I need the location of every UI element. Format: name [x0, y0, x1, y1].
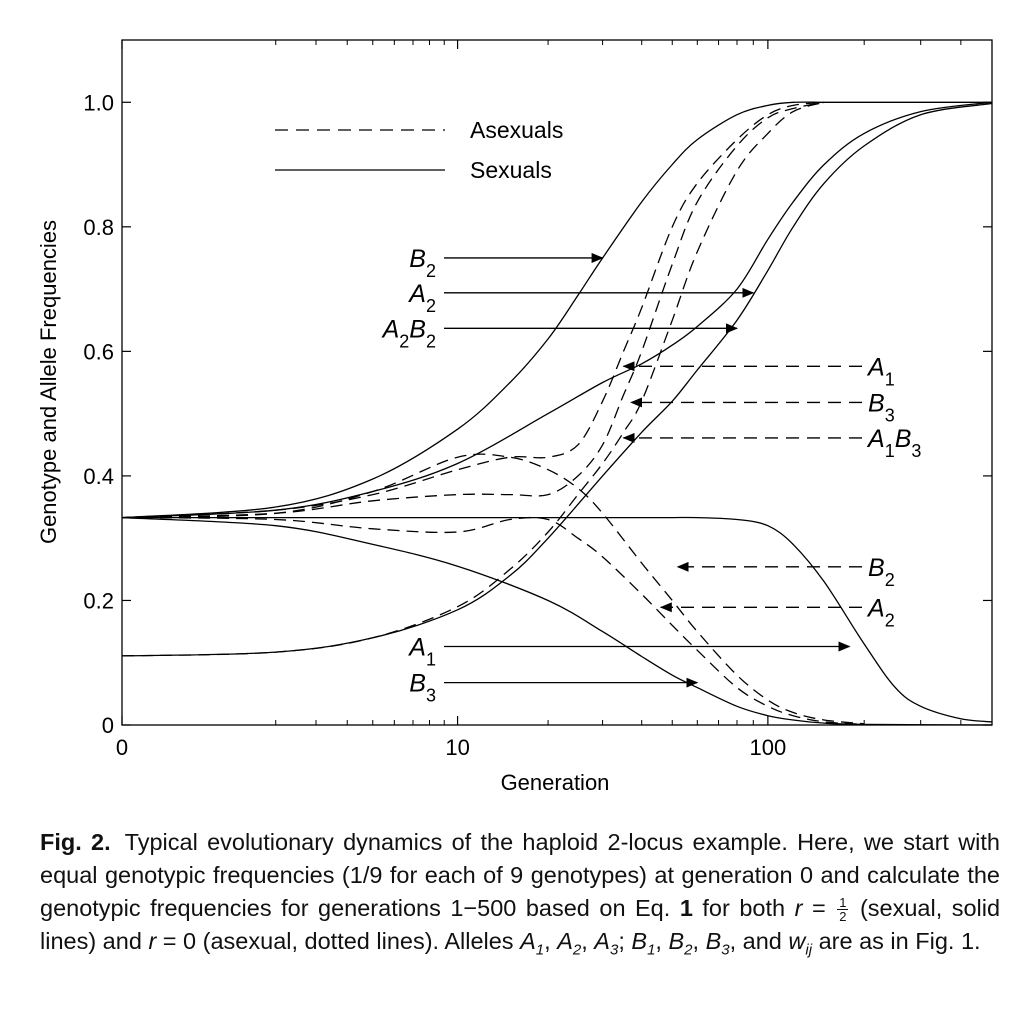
annotation-a1b3: A1B3	[622, 425, 921, 461]
series-a1-sexual	[121, 516, 993, 723]
annotation-b2: B2	[409, 245, 604, 281]
annotation-b3: B3	[630, 389, 895, 425]
figure: 00.20.40.60.81.00 10 100 B2A2A2B2A1B3A1B3B…	[36, 39, 993, 795]
series-a2-asexual	[121, 516, 865, 726]
caption-text-6: are as in Fig. 1.	[818, 928, 981, 954]
annotation-a1: A1	[407, 634, 851, 670]
legend: Asexuals Sexuals	[275, 117, 563, 183]
series-b2-asexual	[121, 453, 865, 725]
annotation-a2b2: A2B2	[381, 315, 738, 351]
annotation-label: A2	[866, 594, 895, 630]
series-b3-asexual	[121, 101, 825, 519]
annotation-label: A2	[407, 280, 436, 316]
caption-eq-number: 1	[679, 895, 693, 921]
y-axis-label: Genotype and Allele Frequencies	[36, 220, 61, 544]
y-tick-label: 0.4	[83, 464, 114, 489]
y-tick-label: 0.8	[83, 215, 114, 240]
y-tick-label: 1.0	[83, 90, 114, 115]
caption-equals-zero: = 0	[162, 928, 197, 954]
x-tick-label: 10	[445, 735, 469, 760]
series-b3-sexual	[121, 516, 993, 726]
x-tick-label: 0	[116, 735, 128, 760]
caption-text-3: (sexual, solid lines) and	[40, 895, 1001, 954]
caption-text-1: Typical evolutionary dynamics of the hap…	[40, 829, 1000, 921]
caption-text-4: (asexual, dotted lines). Alleles	[202, 928, 514, 954]
x-tick-label: 100	[750, 735, 787, 760]
annotation-label: A2B2	[381, 315, 436, 351]
series-a2b2-sexual	[121, 102, 993, 657]
axis-ticks: 0 0.2 0.4 0.6 0.8 1.0 0 10 100	[83, 40, 992, 760]
caption-text-5: and	[742, 928, 782, 954]
legend-label-sexuals: Sexuals	[470, 157, 552, 183]
annotation-label: B2	[409, 245, 436, 281]
caption-allele-b3: B3	[705, 928, 730, 959]
caption-allele-a1: A1	[520, 928, 545, 959]
caption-fraction-denominator: 2	[839, 909, 847, 925]
y-tick-label: 0.6	[83, 339, 114, 364]
annotation-label: A1	[866, 353, 895, 389]
annotation-a2: A2	[659, 594, 895, 630]
caption-fig-label: Fig. 2.	[40, 829, 111, 855]
plot-frame	[121, 39, 993, 726]
caption-allele-a2: A2	[557, 928, 582, 959]
annotation-label: B3	[409, 670, 436, 706]
caption-fraction-numerator: 1	[837, 895, 849, 911]
annotation-label: B3	[868, 389, 895, 425]
legend-label-asexuals: Asexuals	[470, 117, 563, 143]
y-tick-label: 0	[102, 713, 114, 738]
series-a1b3-asexual	[121, 101, 825, 657]
caption-equals: =	[811, 895, 826, 921]
caption-allele-a3: A3	[594, 928, 619, 959]
annotation-label: B2	[868, 554, 895, 590]
x-axis-label: Generation	[501, 770, 610, 795]
caption-allele-b2: B2	[668, 928, 693, 959]
annotation-a1: A1	[622, 353, 895, 389]
caption-allele-b1: B1	[631, 928, 656, 959]
caption-text-2: for both	[702, 895, 786, 921]
series-b2-sexual	[121, 101, 993, 519]
annotation-b3: B3	[409, 670, 699, 706]
caption-wij: wij	[788, 928, 813, 959]
annotation-b2: B2	[676, 554, 895, 590]
caption-r-symbol-2: r	[148, 928, 157, 954]
series-layer	[121, 101, 993, 726]
series-a1-asexual	[121, 101, 825, 519]
caption-r-symbol: r	[794, 895, 803, 921]
figure-caption: Fig. 2. Typical evolutionary dynamics of …	[40, 829, 1001, 959]
y-tick-label: 0.2	[83, 588, 114, 613]
annotation-label: A1B3	[866, 425, 921, 461]
annotation-label: A1	[407, 634, 436, 670]
annotation-a2: A2	[407, 280, 755, 316]
